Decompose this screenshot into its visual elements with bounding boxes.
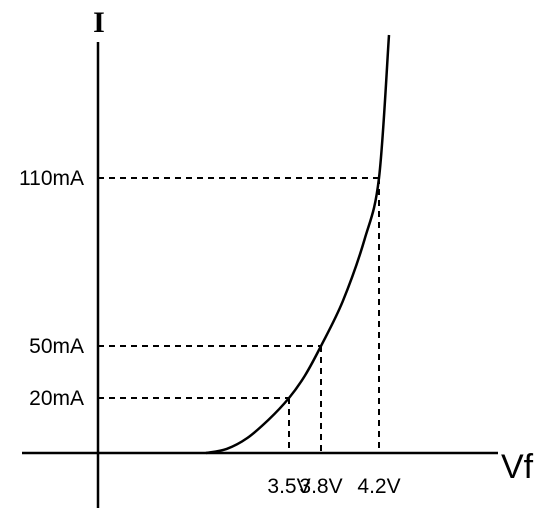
iv-curve-line xyxy=(205,34,391,455)
axes: I Vf xyxy=(22,6,534,508)
x-tick-label: 3.8V xyxy=(299,475,342,498)
y-tick-label: 50mA xyxy=(29,335,84,358)
y-tick-label: 20mA xyxy=(29,387,84,410)
y-tick-label: 110mA xyxy=(19,167,84,190)
tick-labels: 20mA 3.5V 50mA 3.8V 110mA 4.2V xyxy=(19,167,401,498)
x-tick-label: 4.2V xyxy=(357,475,400,498)
curve-series xyxy=(205,34,391,455)
guide-lines xyxy=(98,177,380,453)
x-axis-label: Vf xyxy=(501,448,534,486)
x-tick-label: 3.5V xyxy=(267,475,310,498)
y-axis-label: I xyxy=(93,6,105,39)
